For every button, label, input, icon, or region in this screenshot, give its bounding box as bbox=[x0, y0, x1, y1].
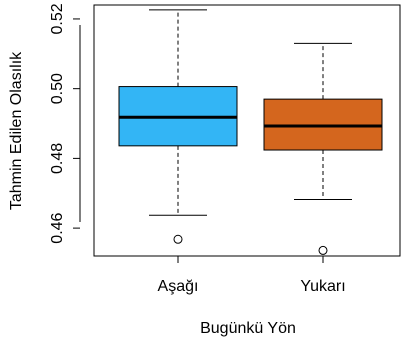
outlier-point bbox=[173, 234, 183, 244]
y-axis-ticks: 0.46 0.48 0.50 0.52 bbox=[49, 3, 80, 244]
x-tick-label: Yukarı bbox=[300, 278, 345, 295]
y-tick-label: 0.50 bbox=[49, 73, 66, 104]
y-axis-label: Tahmin Edilen Olasılık bbox=[8, 51, 25, 210]
box-1 bbox=[118, 9, 238, 244]
x-axis-label: Bugünkü Yön bbox=[200, 320, 296, 337]
y-tick-label: 0.48 bbox=[49, 143, 66, 174]
x-tick-label: Aşağı bbox=[158, 278, 199, 295]
x-axis-ticks: Aşağı Yukarı bbox=[158, 256, 346, 295]
boxes-group bbox=[118, 9, 383, 255]
box-2 bbox=[263, 42, 383, 255]
outlier-point bbox=[318, 245, 328, 255]
y-tick-label: 0.52 bbox=[49, 3, 66, 34]
y-tick-label: 0.46 bbox=[49, 212, 66, 243]
